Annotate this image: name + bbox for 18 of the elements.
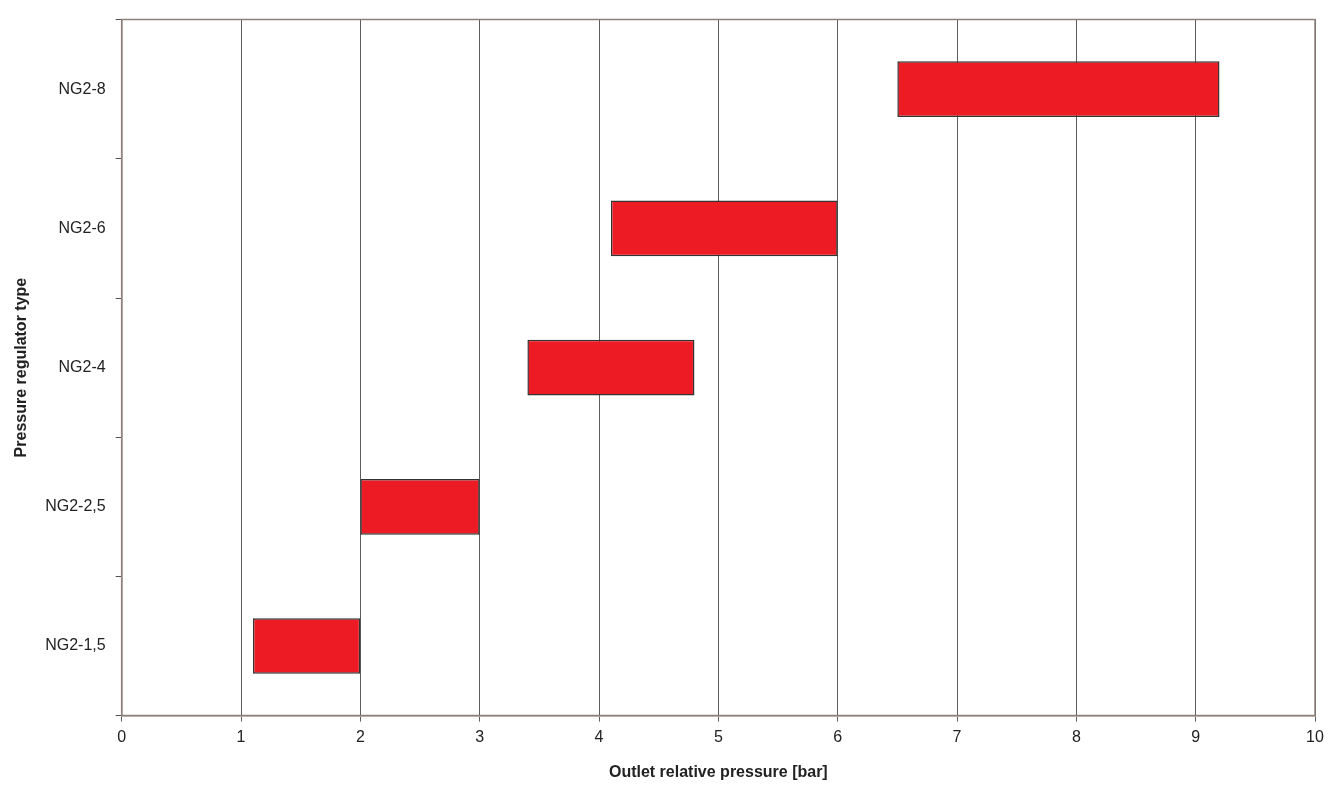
x-tick-label: 10 bbox=[1306, 727, 1324, 745]
y-tick-label: NG2-8 bbox=[58, 79, 106, 97]
x-tick-label: 9 bbox=[1191, 727, 1201, 745]
x-tick-label: 3 bbox=[475, 727, 485, 745]
x-tick-label: 8 bbox=[1071, 727, 1081, 745]
y-tick-label: NG2-1,5 bbox=[45, 636, 106, 654]
x-tick-label: 1 bbox=[236, 727, 246, 745]
x-tick-label: 0 bbox=[117, 727, 127, 745]
y-axis-title: Pressure regulator type bbox=[12, 277, 30, 458]
x-tick-label: 2 bbox=[355, 727, 365, 745]
y-tick-label: NG2-6 bbox=[58, 218, 106, 236]
x-tick-label: 4 bbox=[594, 727, 604, 745]
x-tick-label: 6 bbox=[833, 727, 843, 745]
x-tick-label: 7 bbox=[952, 727, 962, 745]
y-tick-label: NG2-4 bbox=[58, 358, 106, 376]
x-tick-label: 5 bbox=[713, 727, 723, 745]
y-tick-label: NG2-2,5 bbox=[45, 497, 106, 515]
x-axis-title: Outlet relative pressure [bar] bbox=[608, 762, 828, 780]
